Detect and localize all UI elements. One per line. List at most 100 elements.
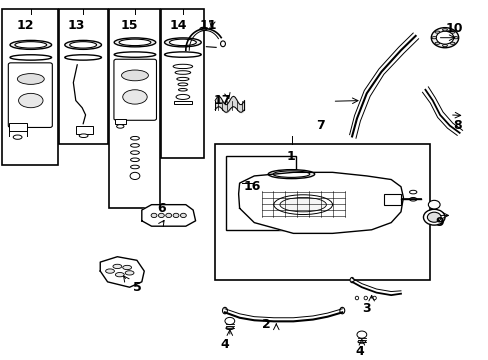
Text: 3: 3 [362,302,370,315]
Text: 6: 6 [157,202,165,215]
Bar [174,100,192,104]
Ellipse shape [220,41,225,47]
Text: 14: 14 [169,19,187,32]
Bar [2,9,58,165]
Circle shape [427,201,439,209]
Ellipse shape [267,170,314,179]
Circle shape [224,318,234,325]
Circle shape [423,209,444,225]
Ellipse shape [442,29,447,31]
Circle shape [173,213,179,217]
Text: 10: 10 [445,22,463,35]
Ellipse shape [434,42,439,44]
Ellipse shape [122,265,131,270]
Ellipse shape [19,93,43,108]
Text: 15: 15 [121,19,138,32]
Ellipse shape [64,55,102,60]
Text: 1: 1 [286,150,295,163]
Ellipse shape [434,31,439,33]
Ellipse shape [279,198,326,212]
Text: 16: 16 [243,180,260,193]
Ellipse shape [70,42,96,48]
Ellipse shape [122,90,147,104]
Ellipse shape [164,52,201,57]
Text: 4: 4 [354,345,363,358]
Ellipse shape [225,327,233,330]
Ellipse shape [442,45,447,47]
Ellipse shape [130,158,139,162]
Text: 4: 4 [220,338,229,351]
Ellipse shape [176,77,188,81]
Ellipse shape [357,340,365,343]
Circle shape [435,31,453,44]
Ellipse shape [18,73,44,84]
Ellipse shape [449,42,454,44]
Ellipse shape [243,179,280,186]
Ellipse shape [244,192,279,197]
Ellipse shape [176,94,189,99]
Ellipse shape [113,264,122,269]
Ellipse shape [408,198,416,201]
Ellipse shape [178,89,187,91]
Text: 11: 11 [199,19,216,32]
Text: 9: 9 [435,216,444,229]
Ellipse shape [452,37,457,39]
Ellipse shape [449,31,454,33]
Ellipse shape [339,307,344,314]
Ellipse shape [114,38,155,47]
Ellipse shape [10,40,52,49]
Ellipse shape [273,195,332,215]
Text: 12: 12 [17,19,34,32]
Polygon shape [142,204,195,226]
Ellipse shape [247,180,276,185]
Bar [59,9,107,144]
Circle shape [130,172,140,180]
Ellipse shape [200,27,206,30]
Text: 13: 13 [67,19,84,32]
Bar [76,126,93,134]
Ellipse shape [169,39,196,46]
Ellipse shape [105,269,114,273]
Bar [115,119,126,124]
Ellipse shape [13,135,22,139]
Ellipse shape [349,277,353,283]
Ellipse shape [272,171,309,177]
Polygon shape [238,172,403,233]
FancyBboxPatch shape [114,59,156,120]
Text: 5: 5 [132,281,141,294]
Ellipse shape [431,37,436,39]
Ellipse shape [119,39,150,46]
Ellipse shape [354,296,358,300]
Ellipse shape [408,190,416,194]
Ellipse shape [64,40,102,49]
Bar [225,156,295,230]
Bar [9,123,27,131]
Bar [383,194,400,204]
Ellipse shape [130,165,139,169]
Circle shape [180,213,186,217]
Ellipse shape [125,271,134,275]
Ellipse shape [115,273,124,277]
Circle shape [158,213,164,217]
Circle shape [151,213,157,217]
Text: 17: 17 [213,94,231,107]
Ellipse shape [116,125,124,128]
Ellipse shape [10,55,52,60]
Bar [108,9,160,208]
Circle shape [430,28,458,48]
Ellipse shape [175,71,190,74]
Ellipse shape [130,144,139,147]
Text: 7: 7 [315,119,324,132]
Ellipse shape [114,52,155,57]
Text: 2: 2 [262,319,270,332]
Ellipse shape [15,42,47,48]
Ellipse shape [363,296,367,300]
Text: 8: 8 [452,119,461,132]
Ellipse shape [130,151,139,154]
FancyBboxPatch shape [8,63,52,127]
Polygon shape [100,257,144,287]
Ellipse shape [372,296,376,300]
Ellipse shape [178,83,187,86]
Circle shape [427,212,440,222]
Ellipse shape [164,38,201,47]
